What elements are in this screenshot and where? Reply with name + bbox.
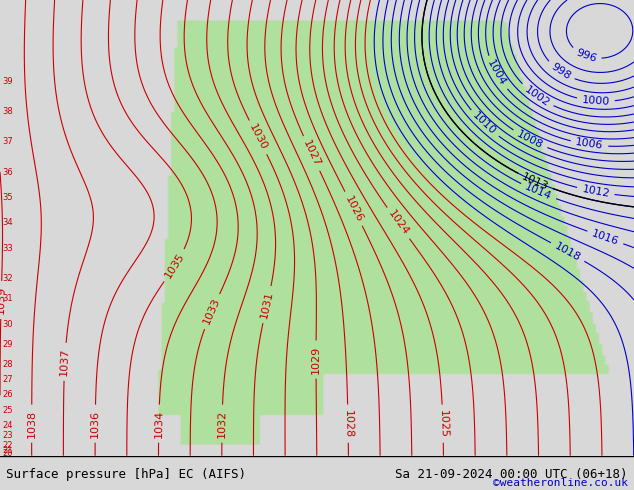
Text: 1029: 1029 (311, 345, 321, 374)
Text: 1014: 1014 (524, 181, 553, 202)
Text: 1010: 1010 (470, 111, 498, 137)
Text: 1002: 1002 (522, 84, 552, 108)
Text: 1008: 1008 (515, 129, 545, 150)
Text: 1024: 1024 (386, 209, 411, 238)
Text: 1013: 1013 (521, 172, 550, 192)
Text: 1018: 1018 (553, 241, 583, 263)
Text: 39: 39 (2, 76, 13, 86)
Text: 32: 32 (2, 274, 13, 283)
Text: 1025: 1025 (437, 410, 448, 438)
Text: 26: 26 (2, 391, 13, 399)
Text: 1004: 1004 (485, 59, 508, 88)
Text: 30: 30 (2, 319, 13, 329)
Text: 33: 33 (2, 244, 13, 253)
Text: 1026: 1026 (343, 194, 365, 223)
Text: 1032: 1032 (217, 410, 228, 438)
Text: Surface pressure [hPa] EC (AIFS): Surface pressure [hPa] EC (AIFS) (6, 467, 247, 481)
Text: 35: 35 (2, 193, 13, 202)
Text: 36: 36 (2, 168, 13, 177)
Text: 34: 34 (2, 218, 13, 227)
Text: 20: 20 (2, 449, 13, 458)
Text: 1038: 1038 (27, 410, 37, 438)
Text: 23: 23 (2, 431, 13, 440)
Text: 22: 22 (2, 441, 13, 450)
Text: 1030: 1030 (247, 122, 269, 152)
Text: 28: 28 (2, 360, 13, 369)
Text: 996: 996 (574, 48, 598, 64)
Text: 29: 29 (2, 340, 13, 349)
Text: 1028: 1028 (343, 410, 353, 438)
Text: 998: 998 (549, 61, 573, 82)
Text: 1031: 1031 (259, 290, 275, 319)
Text: 1027: 1027 (301, 139, 322, 169)
Text: 1036: 1036 (90, 410, 100, 438)
Text: 1016: 1016 (590, 228, 620, 247)
Text: 1000: 1000 (581, 95, 610, 107)
Text: 1035: 1035 (163, 251, 186, 280)
Text: 25: 25 (2, 406, 13, 415)
Text: 24: 24 (2, 421, 13, 430)
Text: 1012: 1012 (581, 184, 611, 199)
Text: 1033: 1033 (202, 296, 222, 326)
Text: 37: 37 (2, 137, 13, 147)
Text: 31: 31 (2, 294, 13, 303)
Text: 1034: 1034 (153, 410, 164, 438)
Text: Sa 21-09-2024 00:00 UTC (06+18): Sa 21-09-2024 00:00 UTC (06+18) (395, 467, 628, 481)
Text: 1006: 1006 (575, 138, 604, 151)
Text: 1037: 1037 (59, 347, 70, 376)
Text: 38: 38 (2, 107, 13, 116)
Text: 1039: 1039 (0, 286, 6, 314)
Text: 27: 27 (2, 375, 13, 384)
Text: ©weatheronline.co.uk: ©weatheronline.co.uk (493, 478, 628, 488)
Text: 21: 21 (2, 446, 13, 455)
